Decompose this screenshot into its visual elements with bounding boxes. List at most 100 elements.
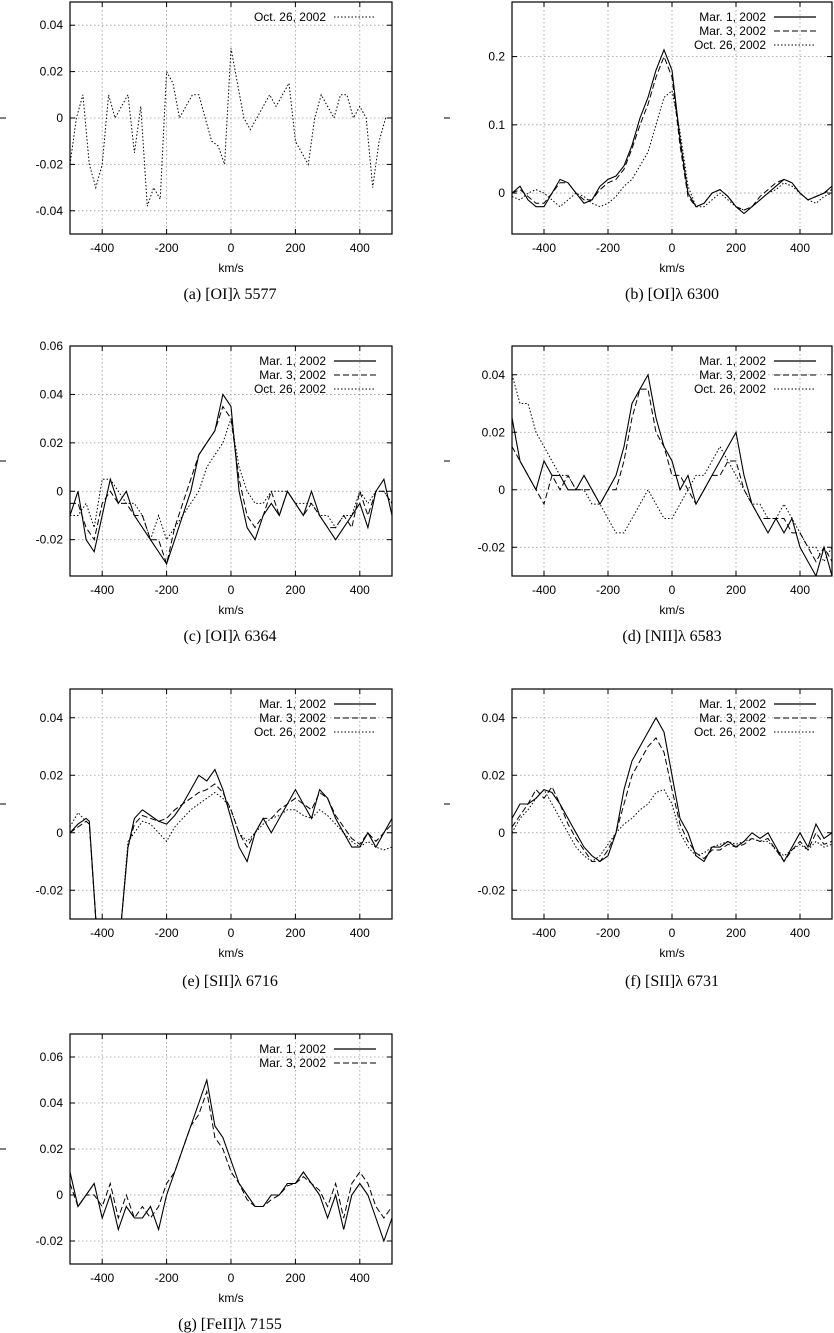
x-tick-label: 400: [350, 583, 370, 597]
y-tick-label: 0.02: [482, 768, 506, 782]
series-line-2: [70, 405, 392, 566]
series-line-2: [512, 737, 832, 863]
legend-entry-label: Oct. 26, 2002: [254, 10, 326, 24]
x-tick-label: -200: [596, 583, 620, 597]
x-tick-label: 0: [228, 1271, 235, 1285]
x-tick-label: -200: [596, 926, 620, 940]
x-tick-label: -200: [155, 241, 179, 255]
panel-caption: (b) [OI]λ 6300: [625, 286, 719, 303]
x-axis-label: km/s: [218, 261, 243, 275]
legend-entry-label: Oct. 26, 2002: [694, 382, 766, 396]
series-line-1: [512, 373, 832, 576]
y-tick-label: 0: [498, 826, 505, 840]
y-tick-label: 0.02: [40, 65, 64, 79]
chart-panel-c: -400 -200 0 200 400 -0.02 0 0.02 0.04 0.06 km/s (c)…: [0, 339, 393, 645]
legend-entry-label: Mar. 1, 2002: [699, 697, 766, 711]
panel-caption: (a) [OI]λ 5577: [183, 286, 276, 303]
x-tick-label: -400: [90, 583, 114, 597]
series-line-3: [512, 374, 832, 563]
chart-panel-b: -400 -200 0 200 400 0 0.1 0.2 km/s (b) [OI]λ 6300…: [444, 1, 833, 303]
legend-entry-label: Mar. 3, 2002: [259, 1056, 326, 1070]
x-tick-label: 200: [726, 926, 746, 940]
legend-entry-label: Mar. 3, 2002: [259, 711, 326, 725]
x-tick-label: 0: [669, 583, 676, 597]
panel-caption: (g) [FeII]λ 7155: [178, 1316, 282, 1333]
y-tick-label: 0.06: [40, 339, 64, 353]
y-tick-label: 0.04: [40, 711, 64, 725]
x-tick-label: -400: [90, 1271, 114, 1285]
x-tick-label: 400: [350, 1271, 370, 1285]
series-line-2: [70, 1089, 392, 1220]
x-tick-label: 400: [790, 241, 810, 255]
y-tick-label: 0: [498, 186, 505, 200]
y-tick-label: -0.02: [478, 540, 506, 554]
legend-entry-label: Oct. 26, 2002: [694, 38, 766, 52]
series-line-1: [512, 716, 832, 863]
plot-frame: [69, 345, 393, 577]
y-tick-label: -0.02: [36, 157, 64, 171]
chart-panel-a: -400 -200 0 200 400 -0.04 -0.02 0 0.02 0.04 km/s (a…: [0, 1, 393, 303]
y-tick-label: 0: [56, 826, 63, 840]
panel-caption: (d) [NII]λ 6583: [622, 628, 721, 645]
legend-entry-label: Mar. 1, 2002: [259, 697, 326, 711]
y-tick-label: 0.06: [40, 1050, 64, 1064]
x-tick-label: 0: [228, 583, 235, 597]
y-tick-label: -0.02: [36, 533, 64, 547]
y-tick-label: 0.2: [488, 50, 505, 64]
chart-panel-d: -400 -200 0 200 400 -0.02 0 0.02 0.04 km/s (d) [NI…: [444, 345, 833, 645]
legend-entry-label: Mar. 3, 2002: [699, 368, 766, 382]
y-tick-label: -0.04: [36, 204, 64, 218]
x-tick-label: 0: [228, 926, 235, 940]
x-axis-label: km/s: [659, 603, 684, 617]
y-tick-label: 0.04: [482, 368, 506, 382]
legend-entry-label: Mar. 3, 2002: [699, 24, 766, 38]
x-tick-label: -200: [155, 1271, 179, 1285]
x-tick-label: 200: [726, 241, 746, 255]
y-tick-label: 0: [498, 483, 505, 497]
series-line-2: [512, 55, 832, 211]
x-tick-label: 200: [285, 1271, 305, 1285]
legend-entry-label: Mar. 3, 2002: [699, 711, 766, 725]
x-axis-label: km/s: [218, 1291, 243, 1305]
x-tick-label: -200: [155, 926, 179, 940]
x-tick-label: 0: [669, 241, 676, 255]
y-tick-label: 0.04: [40, 1096, 64, 1110]
chart-panel-f: -400 -200 0 200 400 -0.02 0 0.02 0.04 km/s (f) [SI…: [444, 688, 833, 990]
chart-panel-g: -400 -200 0 200 400 -0.02 0 0.02 0.04 0.06 km/s (g)…: [0, 1033, 393, 1333]
legend-entry-label: Mar. 1, 2002: [259, 1042, 326, 1056]
y-tick-label: 0: [56, 484, 63, 498]
x-axis-label: km/s: [218, 603, 243, 617]
legend-entry-label: Mar. 1, 2002: [699, 10, 766, 24]
series-line-3: [70, 791, 392, 919]
y-tick-label: -0.02: [478, 883, 506, 897]
x-tick-label: -400: [532, 241, 556, 255]
y-tick-label: 0: [56, 1188, 63, 1202]
x-tick-label: 400: [350, 241, 370, 255]
x-tick-label: 200: [285, 583, 305, 597]
y-tick-label: 0.02: [40, 1142, 64, 1156]
y-tick-label: 0.02: [40, 436, 64, 450]
y-tick-label: 0.04: [40, 387, 64, 401]
series-line-1: [70, 393, 392, 566]
legend-entry-label: Oct. 26, 2002: [254, 725, 326, 739]
legend-entry-label: Mar. 1, 2002: [259, 354, 326, 368]
y-tick-label: -0.02: [36, 1234, 64, 1248]
x-tick-label: -400: [532, 583, 556, 597]
y-tick-label: 0.02: [40, 768, 64, 782]
x-axis-label: km/s: [659, 946, 684, 960]
y-tick-label: 0.1: [488, 118, 505, 132]
series-line-1: [70, 48, 392, 207]
x-tick-label: -400: [532, 926, 556, 940]
series-line-2: [70, 783, 392, 919]
series-line-3: [70, 418, 392, 542]
series-line-1: [70, 768, 392, 919]
series-line-1: [70, 1077, 392, 1243]
panel-caption: (f) [SII]λ 6731: [625, 973, 719, 990]
x-tick-label: -400: [90, 926, 114, 940]
y-tick-label: 0.02: [482, 425, 506, 439]
chart-panel-e: -400 -200 0 200 400 -0.02 0 0.02 0.04 km/s (e) [SI…: [0, 688, 393, 990]
legend-entry-label: Mar. 3, 2002: [259, 368, 326, 382]
x-tick-label: 200: [285, 241, 305, 255]
x-tick-label: -200: [155, 583, 179, 597]
